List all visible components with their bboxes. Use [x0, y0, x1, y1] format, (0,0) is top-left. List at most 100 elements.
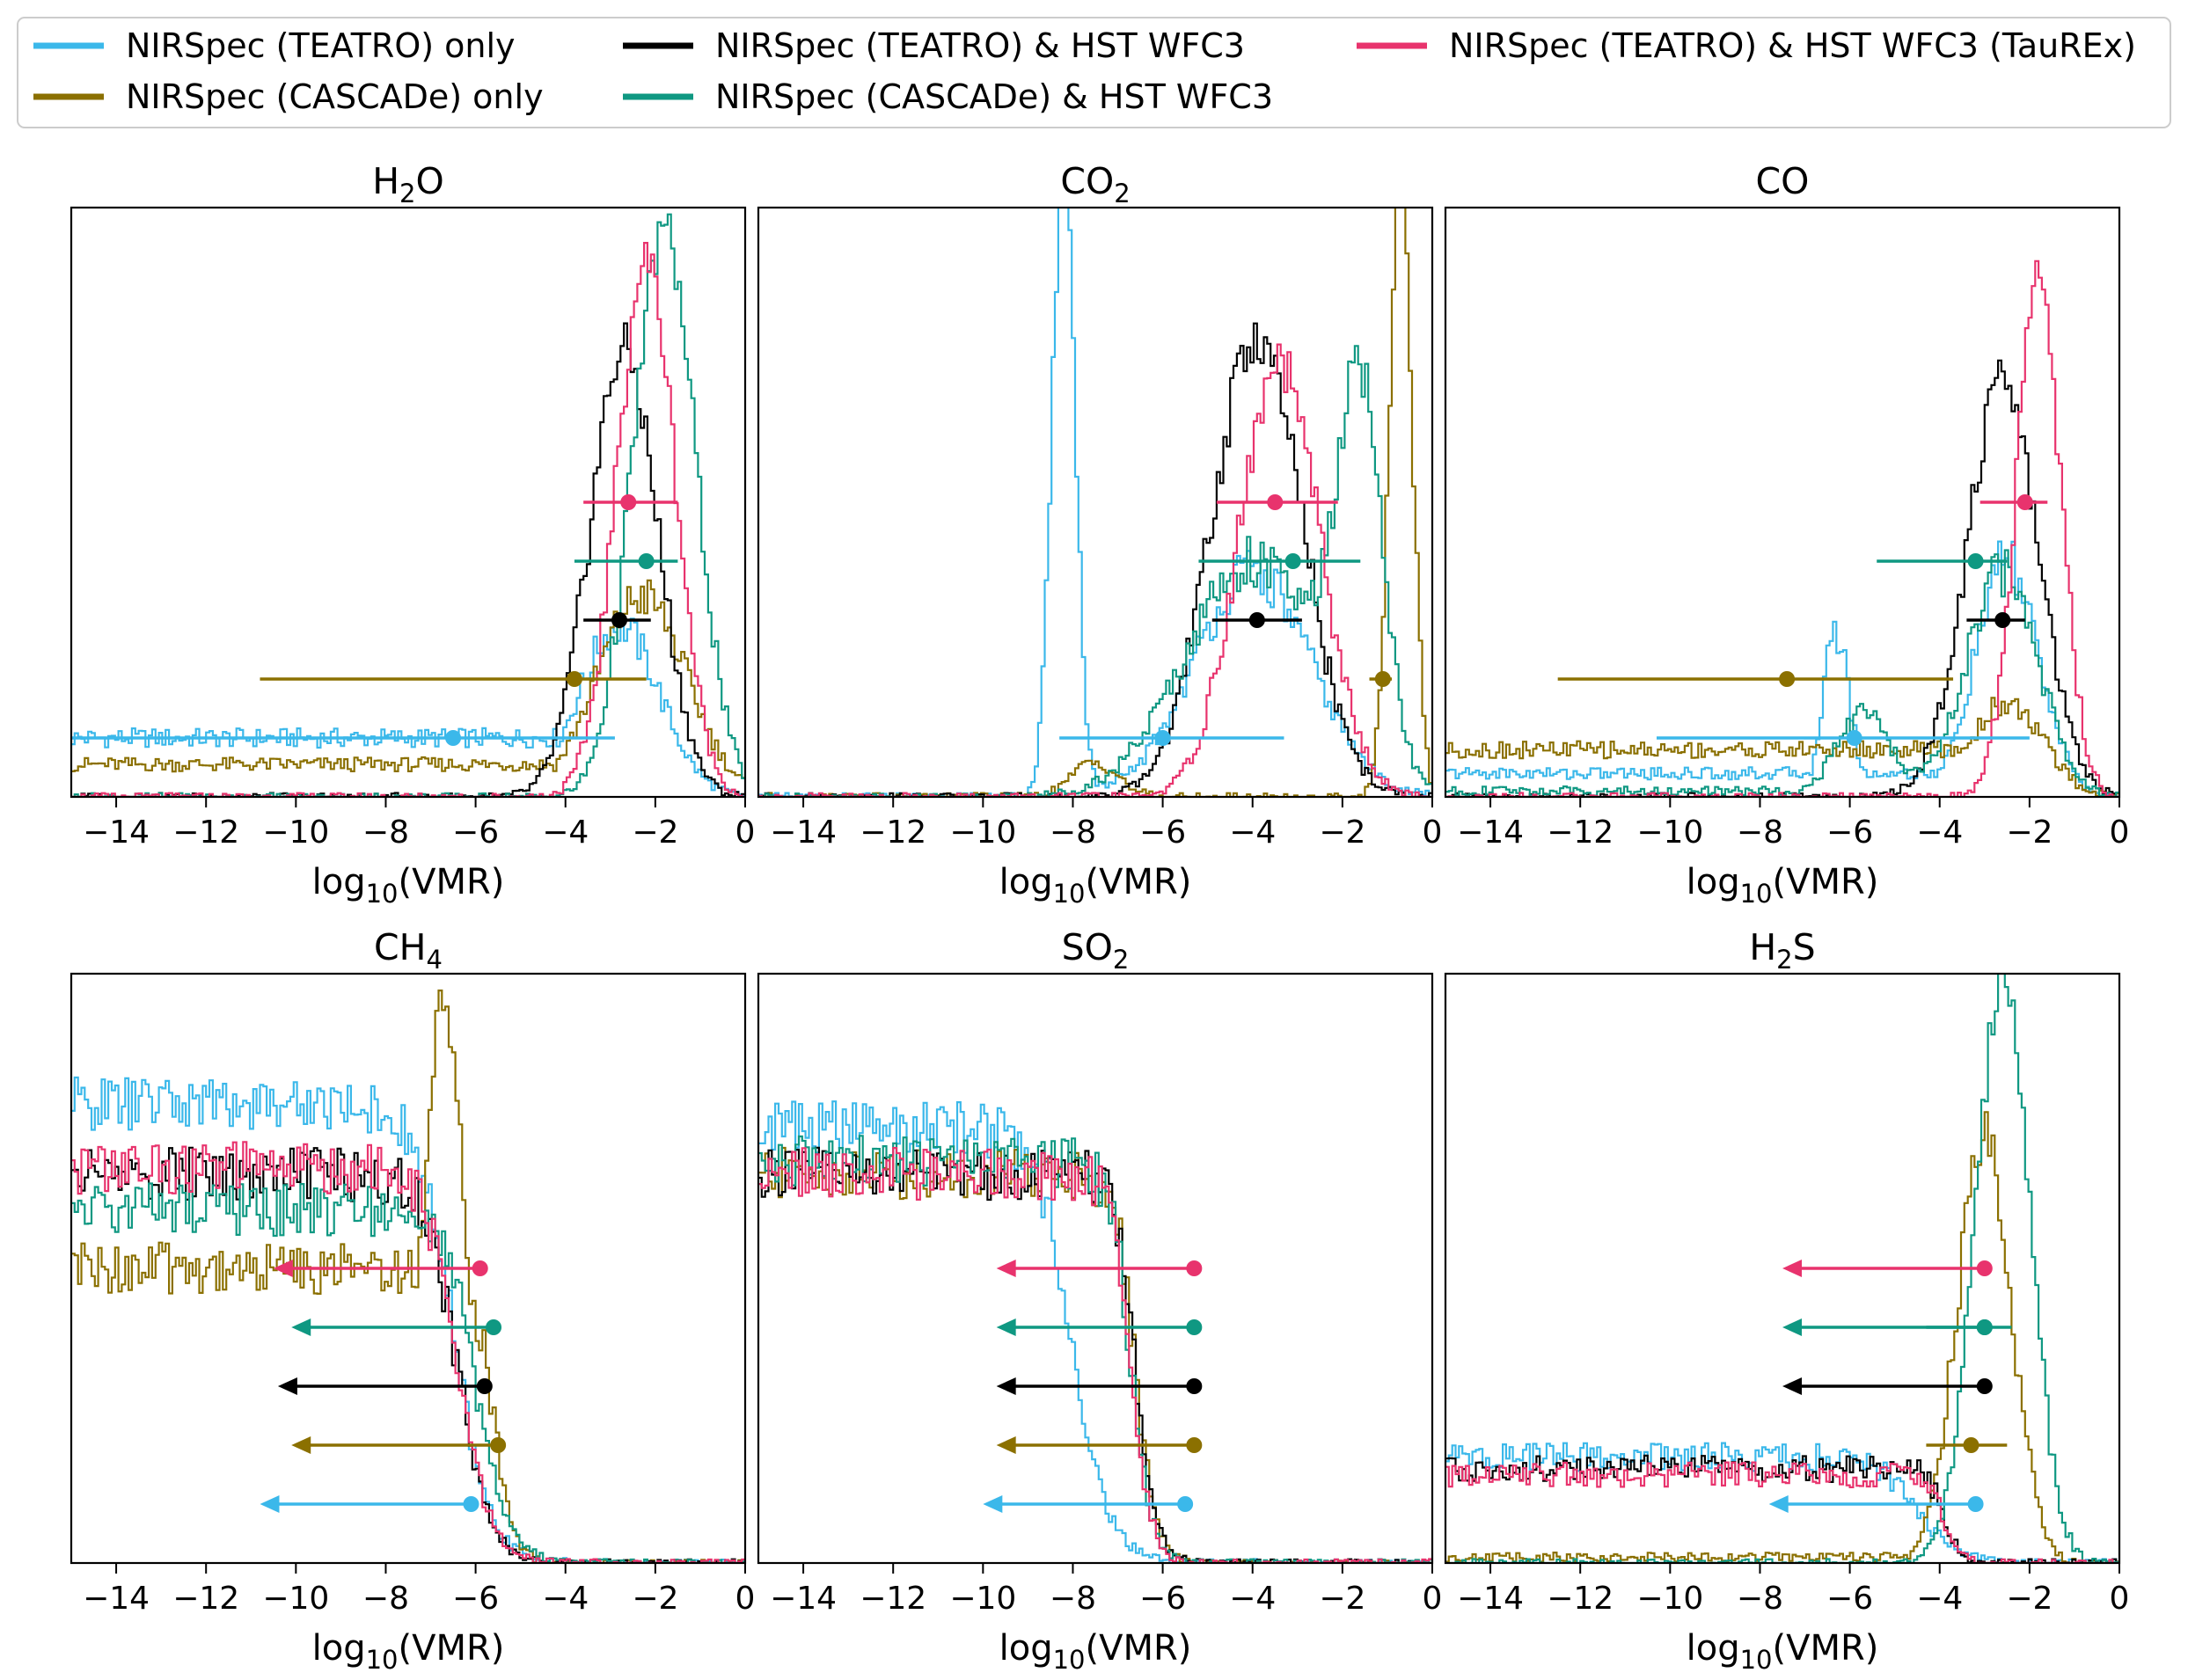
- histogram-series: [71, 1141, 745, 1563]
- upper-limit-marker: [1782, 1318, 1993, 1336]
- panels: −14 −12 −10 −8 −6 −4 −2 0 log10(VMR) H2O −14 −12 −10…: [70, 160, 2130, 1675]
- plot-area: [71, 990, 745, 1563]
- limit-point: [1186, 1319, 1203, 1335]
- histogram-series: [1445, 1111, 2119, 1563]
- plot-area: [1445, 259, 2119, 797]
- x-tick-label: −6: [452, 1581, 499, 1617]
- panel-title: CO2: [1060, 160, 1130, 208]
- x-tick-label: −10: [1636, 814, 1703, 851]
- estimate-marker: [71, 730, 615, 746]
- median-point: [1779, 671, 1796, 687]
- limit-arrowhead: [1768, 1495, 1789, 1513]
- x-tick-label: −2: [2006, 814, 2053, 851]
- upper-limit-marker: [1782, 1260, 1993, 1277]
- legend-label: NIRSpec (TEATRO) only: [126, 26, 516, 65]
- histogram-series: [1445, 697, 2119, 797]
- x-tick-label: 0: [2110, 1581, 2130, 1617]
- limit-arrowhead: [1782, 1260, 1802, 1277]
- limit-arrowhead: [291, 1318, 311, 1336]
- upper-limit-marker: [1782, 1377, 1993, 1395]
- panel-title: H2S: [1749, 926, 1815, 975]
- x-tick-label: −6: [1826, 1581, 1873, 1617]
- x-tick-label: −14: [83, 1581, 150, 1617]
- limit-arrowhead: [983, 1495, 1003, 1513]
- limit-point: [1186, 1378, 1203, 1394]
- x-tick-label: −2: [632, 814, 678, 851]
- x-tick-label: −14: [83, 814, 150, 851]
- legend-frame: [17, 17, 2171, 128]
- upper-limit-marker: [1768, 1495, 1984, 1513]
- histogram-series: [758, 208, 1432, 797]
- estimate-marker: [583, 612, 651, 628]
- x-tick-label: −2: [632, 1581, 678, 1617]
- x-tick-label: −12: [1547, 1581, 1614, 1617]
- median-point: [1963, 1437, 1979, 1453]
- legend: NIRSpec (TEATRO) only NIRSpec (CASCADe) o…: [17, 17, 2171, 128]
- median-point: [1248, 612, 1265, 628]
- estimate-marker: [1657, 730, 2030, 746]
- estimate-marker: [1877, 553, 2008, 569]
- limit-point: [486, 1319, 502, 1335]
- limit-arrowhead: [996, 1377, 1016, 1395]
- x-tick-label: 0: [1423, 814, 1443, 851]
- x-axis-label: log10(VMR): [1687, 1628, 1879, 1675]
- limit-arrowhead: [1782, 1318, 1802, 1336]
- plot-area: [71, 213, 745, 797]
- estimate-marker: [260, 671, 647, 687]
- estimate-marker: [583, 494, 678, 510]
- median-point: [1154, 730, 1171, 746]
- chart-panel: −14 −12 −10 −8 −6 −4 −2 0 log10(VMR) CO2: [757, 160, 1443, 909]
- x-tick-label: −14: [770, 1581, 837, 1617]
- x-tick-label: −8: [1737, 814, 1783, 851]
- axes-frame: [757, 972, 1434, 1565]
- legend-label: NIRSpec (TEATRO) & HST WFC3 (TauREx): [1449, 26, 2136, 65]
- panel-title: H2O: [372, 160, 444, 208]
- limit-point: [1186, 1260, 1203, 1276]
- x-tick-label: −10: [1636, 1581, 1703, 1617]
- median-point: [2016, 494, 2033, 510]
- upper-limit-marker: [996, 1260, 1203, 1277]
- limit-arrowhead: [277, 1377, 297, 1395]
- estimate-marker: [1211, 612, 1302, 628]
- x-tick-label: −8: [362, 814, 409, 851]
- estimate-marker: [574, 553, 678, 569]
- histogram-series: [758, 1147, 1432, 1563]
- histogram-series: [758, 322, 1432, 797]
- estimate-marker: [1557, 671, 1954, 687]
- x-tick-label: −8: [1050, 1581, 1096, 1617]
- plot-area: [1445, 974, 2119, 1563]
- x-tick-label: −4: [542, 1581, 589, 1617]
- x-tick-label: −14: [770, 814, 837, 851]
- x-tick-label: −10: [262, 814, 329, 851]
- x-axis-label: log10(VMR): [312, 1628, 505, 1675]
- x-tick-label: −8: [1050, 814, 1096, 851]
- upper-limit-marker: [277, 1377, 493, 1395]
- median-point: [620, 494, 637, 510]
- x-tick-label: −12: [860, 814, 926, 851]
- histogram-series: [71, 213, 745, 797]
- chart-panel: −14 −12 −10 −8 −6 −4 −2 0 log10(VMR) H2S: [1444, 926, 2130, 1675]
- upper-limit-marker: [260, 1495, 479, 1513]
- limit-point: [1967, 1496, 1984, 1512]
- limit-point: [1976, 1378, 1993, 1394]
- estimate-marker: [1979, 494, 2048, 510]
- histogram-series: [71, 1146, 745, 1563]
- estimate-marker: [1216, 494, 1338, 510]
- plot-area: [758, 208, 1432, 797]
- upper-limit-marker: [291, 1318, 502, 1336]
- x-tick-label: −2: [1319, 1581, 1365, 1617]
- histogram-series: [758, 1146, 1432, 1563]
- histogram-series: [71, 990, 745, 1563]
- x-tick-label: −4: [1916, 814, 1963, 851]
- x-axis-label: log10(VMR): [1687, 862, 1879, 909]
- estimate-marker: [1926, 1437, 2008, 1453]
- estimate-marker: [1059, 730, 1284, 746]
- histogram-series: [758, 343, 1432, 797]
- limit-point: [1177, 1496, 1194, 1512]
- chart-panel: −14 −12 −10 −8 −6 −4 −2 0 log10(VMR) SO2: [757, 926, 1442, 1675]
- upper-limit-marker: [273, 1260, 488, 1277]
- x-tick-label: −8: [362, 1581, 409, 1617]
- plot-area: [758, 1100, 1432, 1563]
- median-point: [566, 671, 582, 687]
